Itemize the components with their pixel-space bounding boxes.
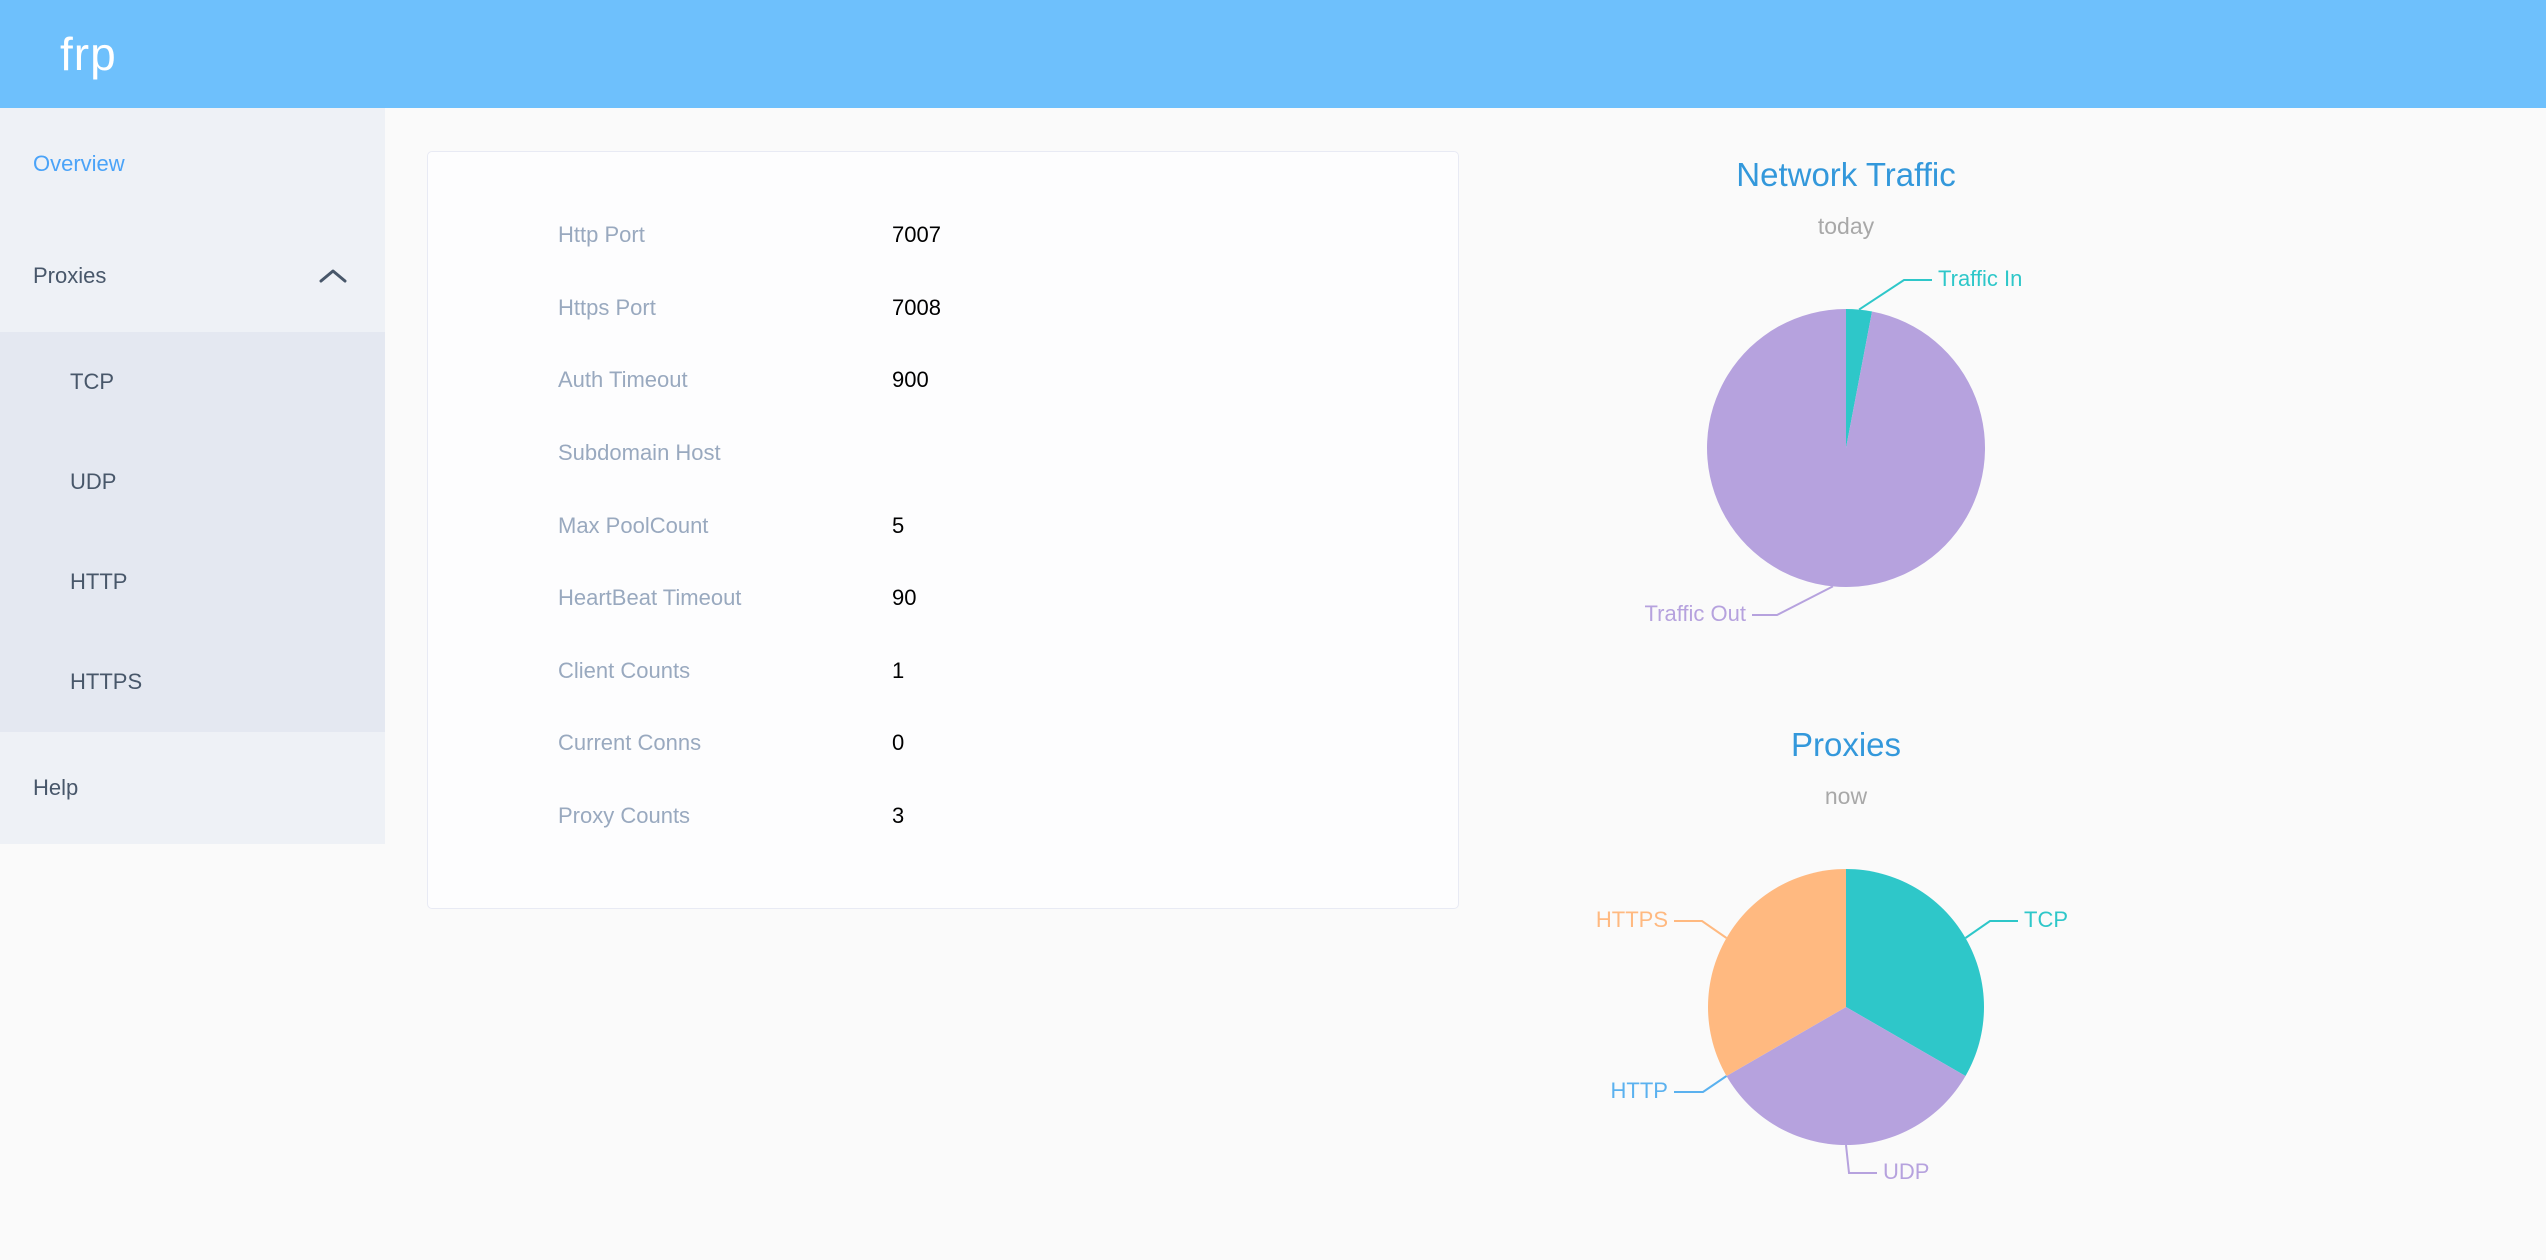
info-row: Client Counts 1: [428, 635, 1458, 708]
info-value: 7007: [892, 222, 941, 248]
pie-label-udp: UDP: [1883, 1159, 1929, 1184]
pie-label-https: HTTPS: [1596, 907, 1668, 932]
app-logo: frp: [60, 28, 117, 80]
pie-slice-udp[interactable]: [1726, 1007, 1966, 1145]
pie-label-http: HTTP: [1611, 1078, 1668, 1103]
sidebar-item-proxies-label: Proxies: [33, 263, 107, 288]
info-label: Proxy Counts: [558, 803, 691, 829]
pie-slice-tcp[interactable]: [1846, 869, 1984, 1076]
chart-subtitle: today: [1817, 213, 1875, 239]
pie-label-line-https: [1674, 920, 1728, 939]
pie-slice-https[interactable]: [1708, 869, 1846, 1076]
chart-title: Proxies: [1790, 726, 1902, 763]
sidebar-item-help-label: Help: [33, 775, 79, 800]
sidebar-item-https-label: HTTPS: [70, 669, 143, 694]
pie-label-line-traffic-out: [1752, 585, 1834, 616]
sidebar-item-http-label: HTTP: [70, 569, 128, 594]
info-label: HeartBeat Timeout: [558, 585, 742, 611]
proxies-chart: Proxies now TCP UDP HTTP HTTPS: [1526, 700, 2166, 1260]
info-row: Https Port 7008: [428, 272, 1458, 345]
app-header: frp: [0, 0, 2546, 108]
chart-subtitle: now: [1824, 783, 1868, 809]
sidebar-item-udp-label: UDP: [70, 469, 117, 494]
network-traffic-pie: Traffic In Traffic Out: [1645, 266, 2023, 626]
sidebar-item-overview[interactable]: Overview: [0, 108, 385, 220]
info-label: Https Port: [558, 294, 656, 320]
pie-label-line-udp: [1845, 1144, 1877, 1174]
pie-label-traffic-out: Traffic Out: [1645, 601, 1746, 626]
sidebar-item-tcp[interactable]: TCP: [0, 332, 385, 432]
info-label: Client Counts: [558, 657, 691, 683]
info-label: Http Port: [558, 222, 645, 248]
info-row: Http Port 7007: [428, 199, 1458, 272]
info-row: Auth Timeout 900: [428, 344, 1458, 417]
info-value: 3: [892, 803, 905, 829]
pie-label-tcp: TCP: [2024, 907, 2068, 932]
sidebar-item-http[interactable]: HTTP: [0, 532, 385, 632]
sidebar: Overview Proxies TCP UDP HTTP HTTPS Help: [0, 108, 385, 844]
pie-label-line-tcp: [1964, 920, 2018, 939]
info-value: 90: [892, 585, 917, 611]
info-label: Max PoolCount: [558, 512, 709, 538]
sidebar-item-overview-label: Overview: [33, 151, 125, 176]
info-value: 0: [892, 730, 905, 756]
sidebar-item-https[interactable]: HTTPS: [0, 632, 385, 732]
info-value: 5: [892, 512, 905, 538]
info-row: HeartBeat Timeout 90: [428, 562, 1458, 635]
pie-label-line-http: [1674, 1075, 1728, 1093]
info-row: Subdomain Host: [428, 417, 1458, 490]
pie-slice-traffic-in[interactable]: [1846, 309, 1873, 448]
info-value: 1: [892, 657, 905, 683]
proxies-pie: TCP UDP HTTP HTTPS: [1596, 869, 2068, 1184]
sidebar-item-help[interactable]: Help: [0, 732, 385, 844]
pie-slice-traffic-out[interactable]: [1707, 309, 1986, 587]
info-value: 900: [892, 367, 929, 393]
chart-title: Network Traffic: [1736, 156, 1956, 193]
info-label: Auth Timeout: [558, 367, 688, 393]
pie-label-traffic-in: Traffic In: [1938, 266, 2022, 291]
info-row: Max PoolCount 5: [428, 489, 1458, 562]
sidebar-item-tcp-label: TCP: [70, 369, 114, 394]
network-traffic-chart: Network Traffic today Traffic In Traffic …: [1526, 130, 2166, 690]
chevron-up-icon: [319, 269, 347, 283]
info-value: 7008: [892, 294, 941, 320]
server-info-card: Http Port 7007 Https Port 7008 Auth Timeout 9…: [427, 151, 1459, 909]
sidebar-submenu-proxies: TCP UDP HTTP HTTPS: [0, 332, 385, 732]
info-row: Proxy Counts 3: [428, 780, 1458, 853]
sidebar-item-proxies[interactable]: Proxies: [0, 220, 385, 332]
pie-label-line-traffic-in: [1858, 279, 1932, 311]
info-label: Current Conns: [558, 730, 702, 756]
server-info-table: Http Port 7007 Https Port 7008 Auth Timeout 9…: [428, 199, 1458, 852]
sidebar-item-udp[interactable]: UDP: [0, 432, 385, 532]
info-label: Subdomain Host: [558, 440, 721, 466]
info-row: Current Conns 0: [428, 707, 1458, 780]
